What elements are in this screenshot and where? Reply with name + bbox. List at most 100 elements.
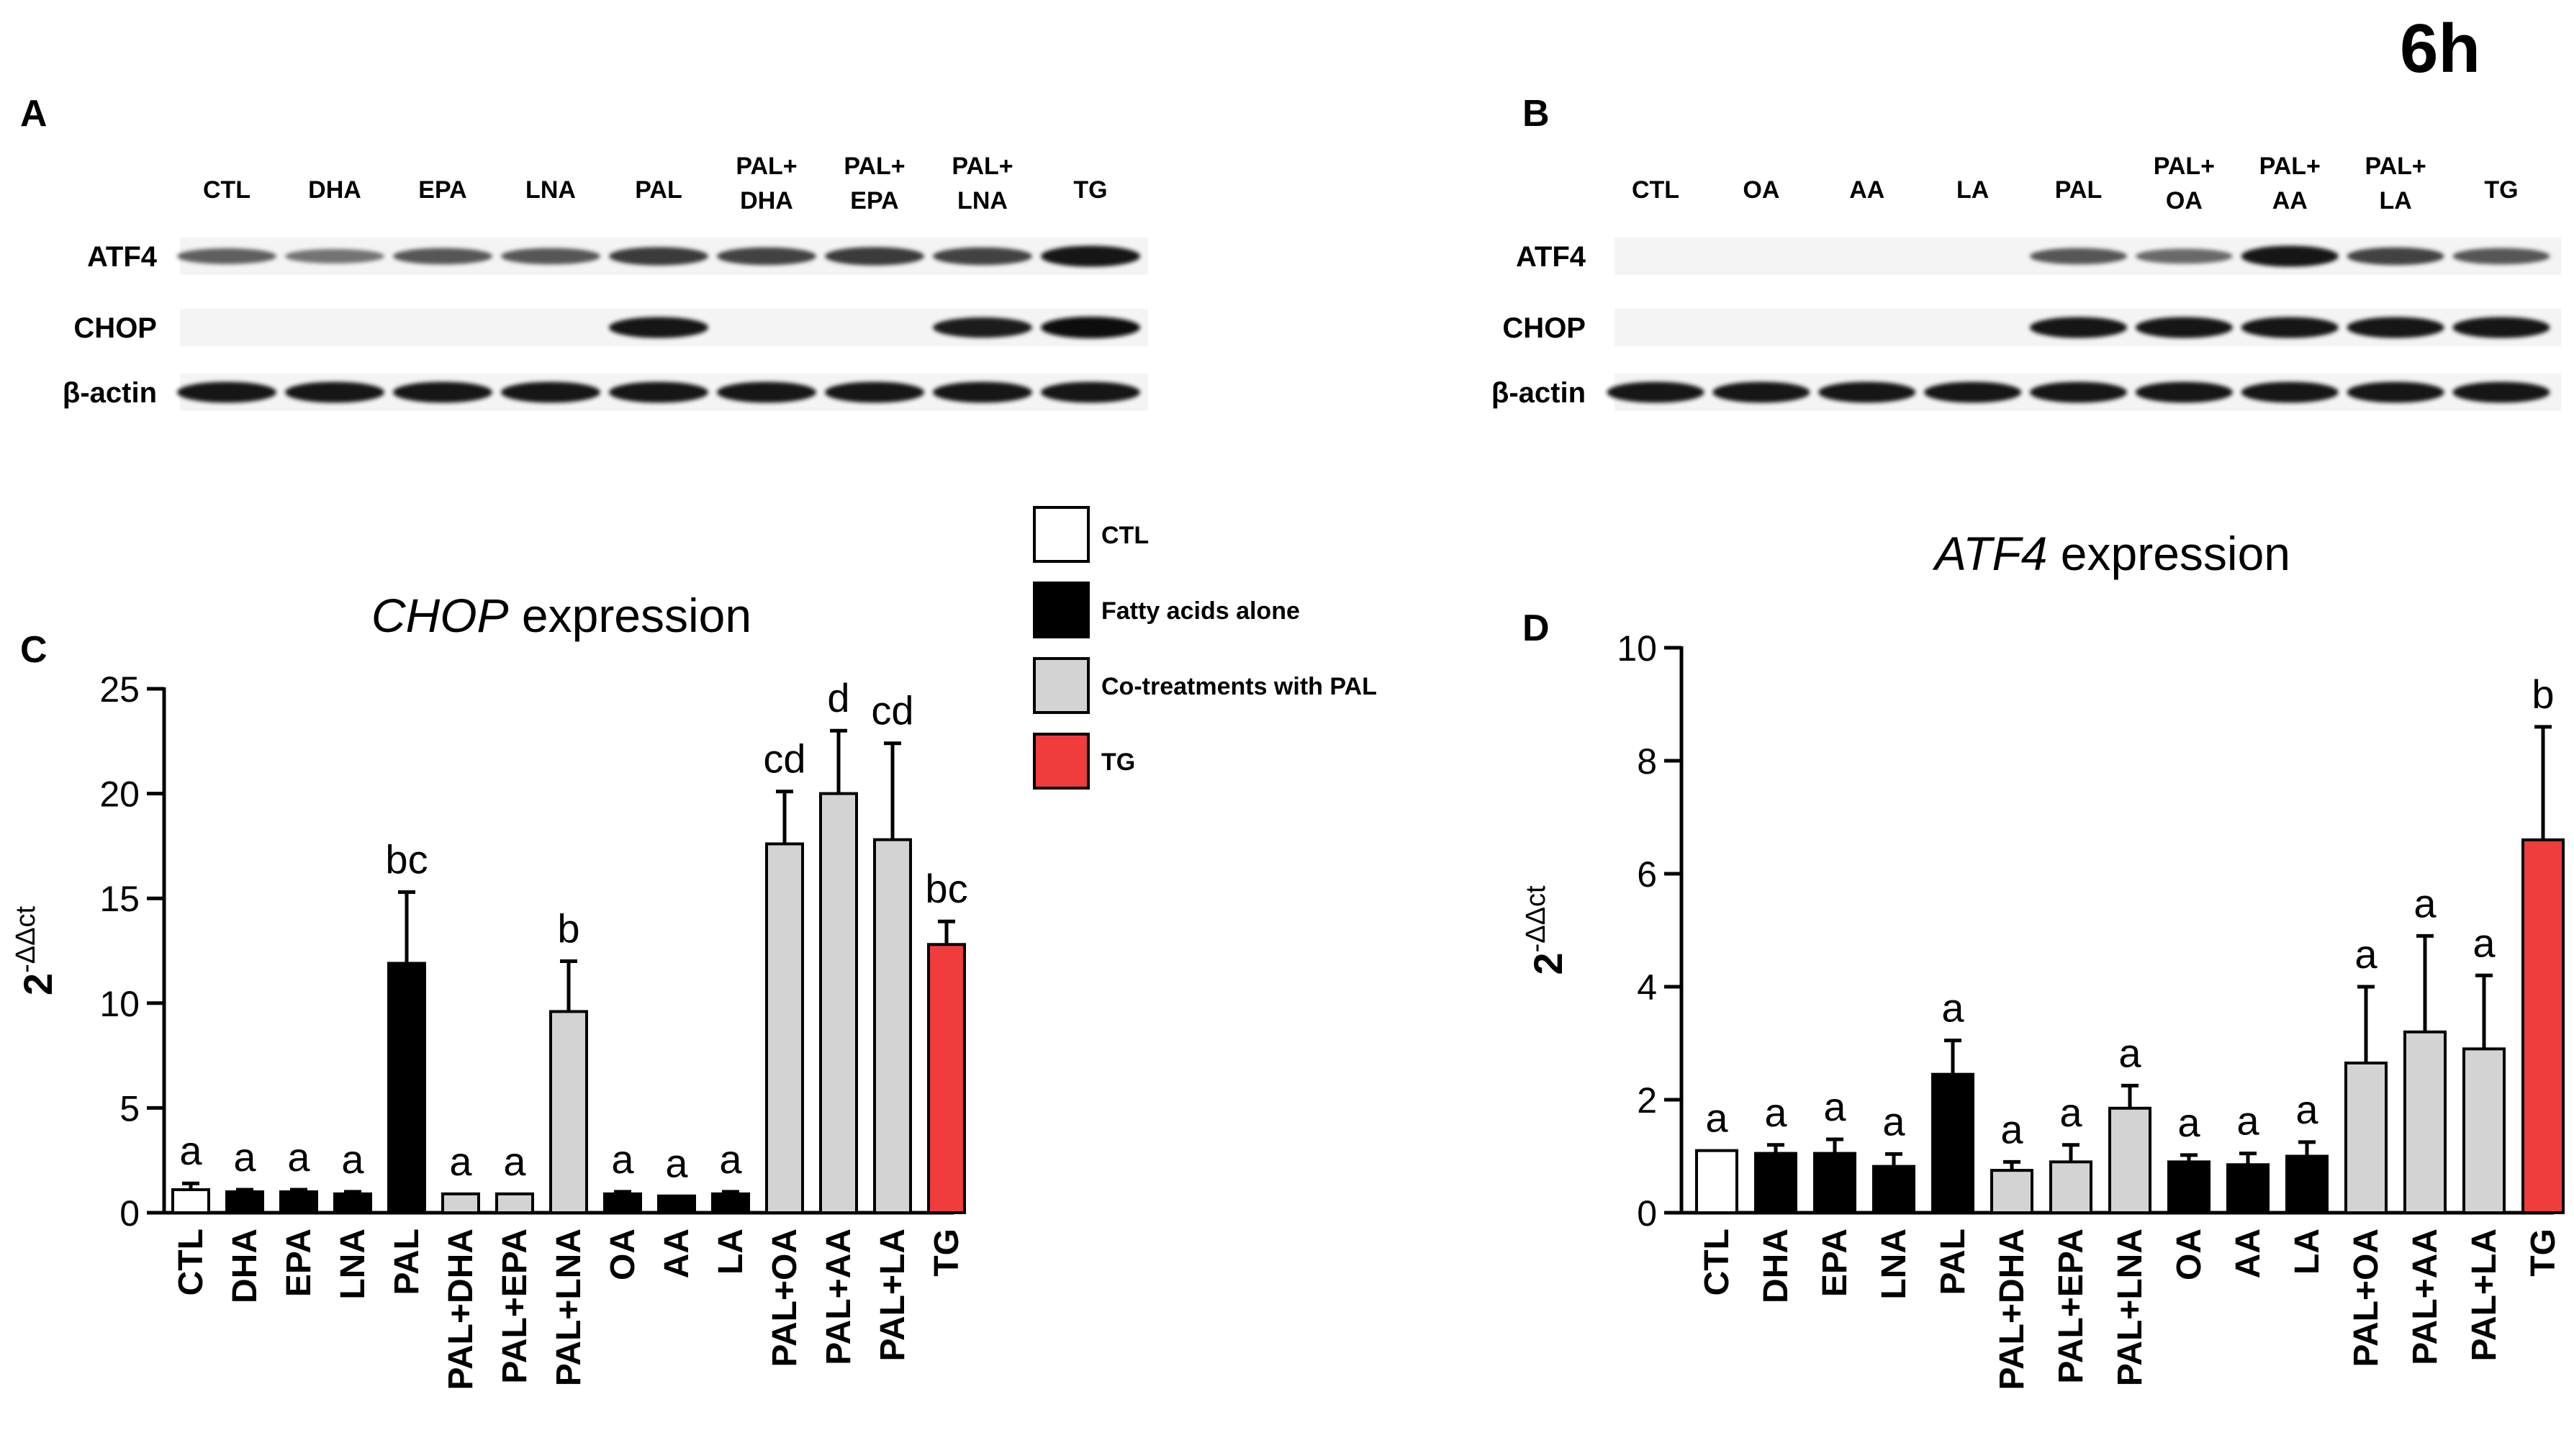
significance-letter: d: [827, 675, 849, 720]
legend-swatch: [1033, 582, 1090, 638]
bar: [1931, 1072, 1974, 1215]
significance-letter: bc: [385, 836, 428, 882]
legend-label: Co-treatments with PAL: [1101, 673, 1377, 700]
significance-letter: b: [2532, 672, 2554, 717]
blot-row-label: CHOP: [1502, 312, 1586, 344]
blot-band: [2135, 248, 2233, 264]
x-tick-label: TG: [2524, 1229, 2562, 1277]
lane-label: PAL+ DHA: [736, 153, 797, 214]
blot-band: [177, 381, 276, 403]
lane-label: PAL+ EPA: [844, 153, 905, 214]
blot-band: [501, 381, 600, 403]
bar: [873, 838, 912, 1214]
significance-letter: a: [719, 1136, 742, 1182]
bar: [1813, 1152, 1856, 1214]
chart-title-rest: expression: [509, 589, 752, 642]
lane-label: EPA: [418, 176, 466, 204]
blot-row-label: β-actin: [1491, 377, 1586, 409]
significance-letter: a: [2354, 931, 2377, 977]
lane-label: DHA: [308, 176, 361, 204]
bar: [2108, 1106, 2151, 1215]
panel-label-b: B: [1522, 93, 1550, 135]
bar: [387, 962, 426, 1215]
x-tick-label: EPA: [280, 1229, 318, 1297]
x-tick-label: OA: [604, 1229, 642, 1280]
chart-title-gene: CHOP: [371, 589, 509, 642]
significance-letter: a: [449, 1139, 472, 1184]
lane-label: PAL+ AA: [2259, 153, 2321, 214]
bar: [927, 943, 966, 1215]
lane-label: AA: [1849, 176, 1884, 204]
x-tick-label: PAL+LNA: [550, 1229, 588, 1386]
bar: [2285, 1154, 2329, 1214]
blot-band: [2452, 381, 2550, 403]
significance-letter: a: [2473, 920, 2496, 965]
x-tick-label: OA: [2170, 1229, 2208, 1280]
blot-band: [825, 381, 924, 403]
significance-letter: a: [341, 1136, 364, 1182]
bar: [1872, 1165, 1915, 1215]
x-tick-label: DHA: [1757, 1229, 1795, 1303]
blot-band: [933, 317, 1032, 338]
lane-label: PAL: [635, 176, 682, 204]
significance-letter: a: [611, 1136, 634, 1182]
legend-swatch: [1033, 733, 1090, 790]
bar: [1695, 1149, 1738, 1215]
x-tick-label: PAL+EPA: [496, 1229, 534, 1384]
chart-title-gene: ATF4: [1932, 527, 2047, 580]
blot-band: [1712, 381, 1810, 403]
significance-letter: a: [2177, 1100, 2200, 1145]
x-tick-label: PAL+LA: [2465, 1229, 2503, 1361]
legend-label: Fatty acids alone: [1101, 597, 1300, 625]
bar: [2403, 1030, 2447, 1215]
x-tick-label: LNA: [1875, 1229, 1913, 1300]
blot-band: [933, 247, 1032, 266]
blot-band: [1041, 317, 1140, 338]
x-tick-label: PAL: [388, 1229, 426, 1295]
bar: [819, 792, 858, 1214]
blot-band: [2029, 248, 2128, 265]
blot-band: [2135, 381, 2233, 403]
x-tick-label: PAL: [1934, 1229, 1972, 1295]
x-tick-label: PAL+AA: [820, 1229, 858, 1365]
panel-label-a: A: [20, 93, 48, 135]
blot-band: [1818, 381, 1916, 403]
bar: [2167, 1160, 2211, 1214]
x-tick-label: AA: [658, 1229, 696, 1278]
blot-band: [609, 317, 708, 338]
significance-letter: a: [1705, 1095, 1728, 1141]
x-tick-label: LA: [2288, 1229, 2326, 1275]
blot-band: [501, 248, 600, 265]
lane-label: CTL: [203, 176, 250, 204]
bar: [2226, 1163, 2270, 1215]
y-tick-label: 20: [99, 774, 140, 815]
bar: [2462, 1047, 2506, 1214]
bar: [2049, 1160, 2092, 1214]
lane-label: TG: [1073, 176, 1107, 204]
y-tick-label: 10: [99, 984, 140, 1024]
atf4-expression-chart: ATF4 expression 2-ΔΔct 0 2 4 6 8 10 a CTL a DHA a EPA…: [1521, 527, 2565, 1390]
panel-label-d: D: [1522, 607, 1550, 649]
x-tick-label: PAL+AA: [2406, 1229, 2444, 1365]
x-tick-label: EPA: [1816, 1229, 1854, 1297]
x-tick-label: PAL+EPA: [2052, 1229, 2090, 1384]
blot-band: [1041, 381, 1140, 403]
y-tick-label: 4: [1637, 967, 1657, 1008]
x-tick-label: LNA: [334, 1229, 372, 1300]
significance-letter: a: [2059, 1090, 2082, 1135]
bar: [765, 842, 804, 1215]
legend-label: TG: [1101, 749, 1135, 776]
significance-letter: a: [179, 1128, 202, 1173]
blot-band: [717, 381, 816, 403]
blot-band: [2241, 381, 2339, 403]
significance-letter: a: [503, 1139, 526, 1184]
bar: [333, 1192, 372, 1214]
blot-row-label: β-actin: [63, 377, 157, 409]
x-tick-label: PAL+LNA: [2111, 1229, 2149, 1386]
x-tick-label: PAL+DHA: [442, 1229, 480, 1390]
significance-letter: a: [233, 1134, 256, 1180]
bar: [225, 1190, 264, 1215]
y-tick-label: 0: [119, 1193, 140, 1234]
x-tick-label: PAL+DHA: [1993, 1229, 2031, 1390]
